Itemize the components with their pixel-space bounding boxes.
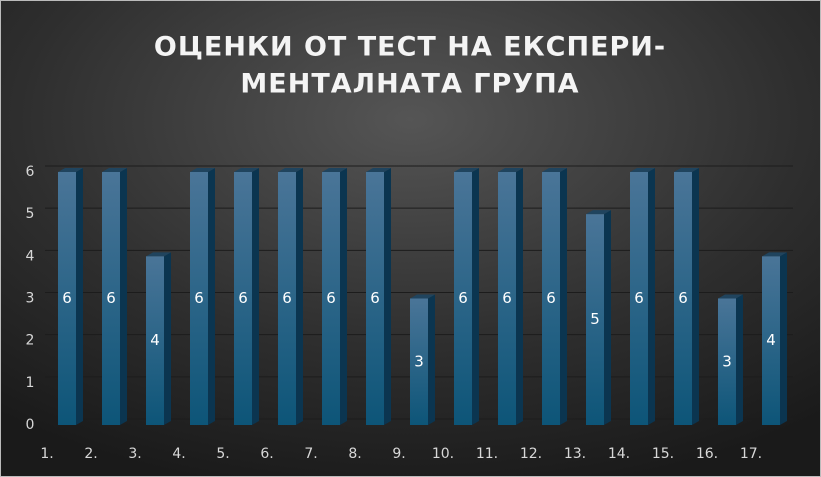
data-label: 5 [590,310,600,328]
bar [498,172,516,425]
bar [674,172,692,425]
bar-side [76,168,83,425]
x-tick-label: 7. [304,446,317,462]
chart-title: ОЦЕНКИ ОТ ТЕСТ НА ЕКСПЕРИ- [154,32,666,63]
data-label: 6 [546,289,556,307]
data-label: 6 [238,289,248,307]
bar [718,298,736,425]
bar-top [58,168,83,172]
data-label: 6 [194,289,204,307]
x-tick-label: 12. [520,446,542,462]
bar [366,172,384,425]
bar [102,172,120,425]
bar-top [190,168,215,172]
x-tick-label: 3. [128,446,141,462]
y-tick-label: 1 [26,375,35,391]
bar [190,172,208,425]
x-tick-label: 8. [348,446,361,462]
bar-top [454,168,479,172]
x-tick-label: 4. [172,446,185,462]
bar-top [762,252,787,257]
data-label: 3 [414,352,424,370]
data-label: 4 [766,331,776,349]
data-label: 6 [458,289,468,307]
y-tick-label: 4 [26,248,35,264]
bar [630,172,648,425]
x-tick-label: 17. [740,446,762,462]
bar [410,298,428,425]
data-label: 6 [370,289,380,307]
x-tick-label: 13. [564,446,586,462]
bar-side [780,252,787,425]
bar-top [322,168,347,172]
bar-side [736,294,743,425]
bar-side [384,168,391,425]
bar [146,256,164,425]
y-tick-label: 5 [26,206,35,222]
bar-top [498,168,523,172]
x-tick-label: 1. [40,446,53,462]
bar-side [648,168,655,425]
x-tick-label: 5. [216,446,229,462]
data-label: 6 [62,289,72,307]
bar [762,256,780,425]
bar-top [674,168,699,172]
x-tick-label: 11. [476,446,498,462]
bar-top [542,168,567,172]
x-tick-label: 9. [392,446,405,462]
bar [234,172,252,425]
bar-top [278,168,303,172]
bar-side [428,294,435,425]
x-tick-label: 15. [652,446,674,462]
y-tick-label: 2 [26,333,35,349]
data-label: 4 [150,331,160,349]
data-label: 6 [326,289,336,307]
chart-title: МЕНТАЛНАТА ГРУПА [240,69,579,100]
bar [454,172,472,425]
bar-side [604,210,611,425]
data-label: 6 [282,289,292,307]
bar-top [630,168,655,172]
data-label: 6 [106,289,116,307]
bar-side [516,168,523,425]
bar-side [472,168,479,425]
bar-side [208,168,215,425]
y-tick-label: 6 [26,164,35,180]
data-label: 6 [678,289,688,307]
bar [322,172,340,425]
x-tick-label: 2. [84,446,97,462]
data-label: 6 [502,289,512,307]
bar-top [718,294,743,299]
x-tick-label: 10. [432,446,454,462]
bar-top [146,252,171,257]
x-tick-label: 14. [608,446,630,462]
bar-top [366,168,391,172]
bar-top [410,294,435,299]
bar-side [296,168,303,425]
x-tick-label: 16. [696,446,718,462]
bar-side [340,168,347,425]
bar [278,172,296,425]
bar [586,214,604,425]
data-label: 3 [722,352,732,370]
bar-side [252,168,259,425]
bar-side [120,168,127,425]
bar-side [560,168,567,425]
bar-top [234,168,259,172]
bar [542,172,560,425]
bar-side [692,168,699,425]
y-tick-label: 0 [26,417,35,433]
bar [58,172,76,425]
bar-top [586,210,611,215]
bar-side [164,252,171,425]
x-tick-label: 6. [260,446,273,462]
y-tick-label: 3 [26,291,35,307]
bar-top [102,168,127,172]
data-label: 6 [634,289,644,307]
